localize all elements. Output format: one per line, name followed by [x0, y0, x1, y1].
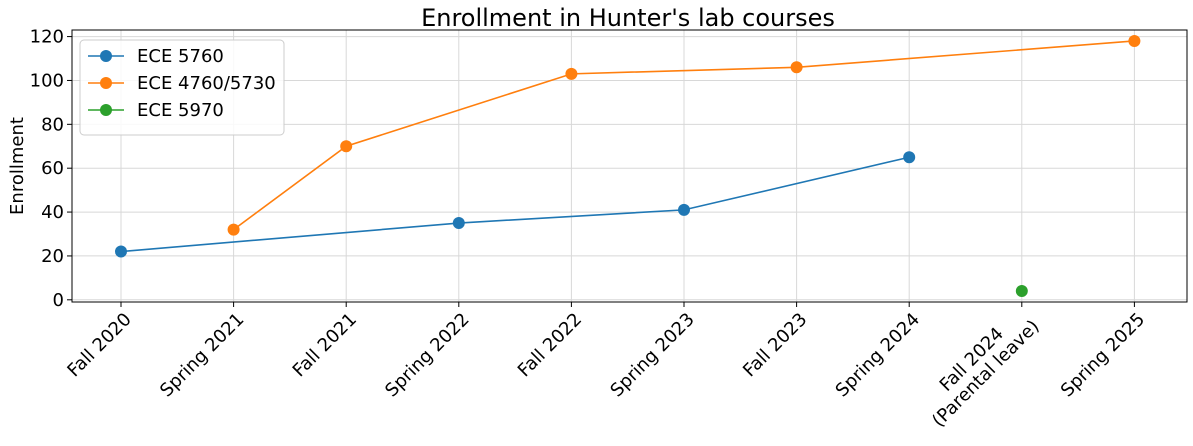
legend-item: ECE 5760	[88, 46, 224, 67]
data-point	[565, 67, 578, 80]
legend-box	[79, 39, 285, 136]
y-tick-label: 100	[30, 70, 64, 91]
series-ece-5970	[1015, 285, 1028, 298]
y-tick-label: 0	[53, 290, 64, 311]
series-ece-4760-5730	[227, 34, 1141, 236]
legend-marker	[100, 104, 112, 116]
data-point	[678, 203, 690, 216]
legend-marker	[100, 50, 112, 62]
legend-item: ECE 5970	[88, 100, 224, 121]
y-tick-label: 60	[41, 158, 64, 179]
data-point	[340, 140, 353, 153]
data-point	[1128, 34, 1141, 47]
series-line	[120, 156, 910, 253]
y-tick-label: 120	[30, 27, 64, 48]
y-tick-label: 20	[41, 246, 64, 267]
y-tick-label: 80	[41, 114, 64, 135]
data-point	[903, 151, 916, 164]
legend-item: ECE 4760/5730	[88, 73, 276, 94]
legend-label: ECE 5760	[137, 46, 224, 67]
y-axis-label: Enrollment	[7, 117, 28, 215]
legend: ECE 5760 ECE 4760/5730 ECE 5970	[79, 39, 285, 136]
data-point	[115, 245, 127, 258]
legend-label: ECE 5970	[137, 100, 224, 121]
plot-frame	[71, 29, 1188, 303]
chart-title: Enrollment in Hunter's lab courses	[421, 4, 835, 32]
legend-label: ECE 4760/5730	[137, 73, 276, 94]
y-tick-label: 40	[41, 202, 64, 223]
series-ece-5760	[115, 151, 916, 258]
data-point	[452, 217, 465, 230]
legend-marker	[100, 77, 112, 89]
data-point	[790, 61, 803, 74]
data-point	[227, 223, 240, 236]
data-point	[1015, 285, 1028, 298]
y-axis: 0 20 40 60 80 100 120	[30, 27, 72, 311]
series-layer	[115, 34, 1141, 298]
